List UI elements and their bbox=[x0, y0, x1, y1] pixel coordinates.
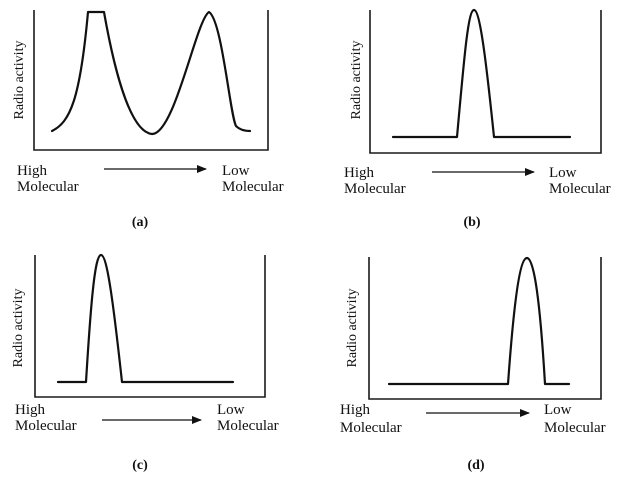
panel-b-x-left-line2: Molecular bbox=[344, 181, 406, 197]
panel-a-x-right-line1: Low bbox=[222, 163, 250, 179]
panel-d-frame bbox=[368, 257, 602, 400]
panel-a-x-left-line2: Molecular bbox=[17, 179, 79, 195]
panel-b-frame bbox=[369, 10, 602, 154]
panel-d-x-left-line1: High bbox=[340, 402, 371, 418]
panel-d: Radio activity High Molecular Low Molecu… bbox=[340, 256, 606, 473]
panel-b-y-label: Radio activity bbox=[349, 41, 364, 120]
panel-c-x-right-line2: Molecular bbox=[217, 418, 279, 434]
panel-b: Radio activity High Molecular Low Molecu… bbox=[344, 8, 611, 230]
panel-b-caption: (b) bbox=[463, 215, 480, 230]
panel-c-caption: (c) bbox=[132, 458, 148, 473]
panel-c-curve bbox=[56, 253, 235, 384]
panel-c-y-label: Radio activity bbox=[11, 289, 26, 368]
panel-d-curve bbox=[387, 256, 571, 386]
panel-d-x-right-line1: Low bbox=[544, 402, 572, 418]
panel-c: Radio activity High Molecular Low Molecu… bbox=[11, 253, 279, 473]
panel-a: Radio activity High Molecular Low Molecu… bbox=[12, 10, 284, 230]
panel-b-x-left-line1: High bbox=[344, 165, 375, 181]
panel-a-caption: (a) bbox=[132, 215, 149, 230]
panel-d-y-label: Radio activity bbox=[345, 289, 360, 368]
panel-d-caption: (d) bbox=[467, 458, 484, 473]
panel-b-x-right-line1: Low bbox=[549, 165, 577, 181]
panel-a-curve bbox=[50, 10, 252, 136]
panel-a-x-left-line1: High bbox=[17, 163, 48, 179]
panel-d-x-left-line2: Molecular bbox=[340, 420, 402, 436]
panel-c-x-left-line1: High bbox=[15, 402, 46, 418]
panel-a-frame bbox=[33, 10, 269, 151]
panel-d-x-right-line2: Molecular bbox=[544, 420, 606, 436]
panel-b-x-right-line2: Molecular bbox=[549, 181, 611, 197]
panel-c-x-left-line2: Molecular bbox=[15, 418, 77, 434]
panel-b-curve bbox=[391, 8, 572, 139]
panel-c-frame bbox=[34, 255, 266, 398]
panel-a-x-right-line2: Molecular bbox=[222, 179, 284, 195]
panel-a-y-label: Radio activity bbox=[12, 41, 27, 120]
panel-c-x-right-line1: Low bbox=[217, 402, 245, 418]
